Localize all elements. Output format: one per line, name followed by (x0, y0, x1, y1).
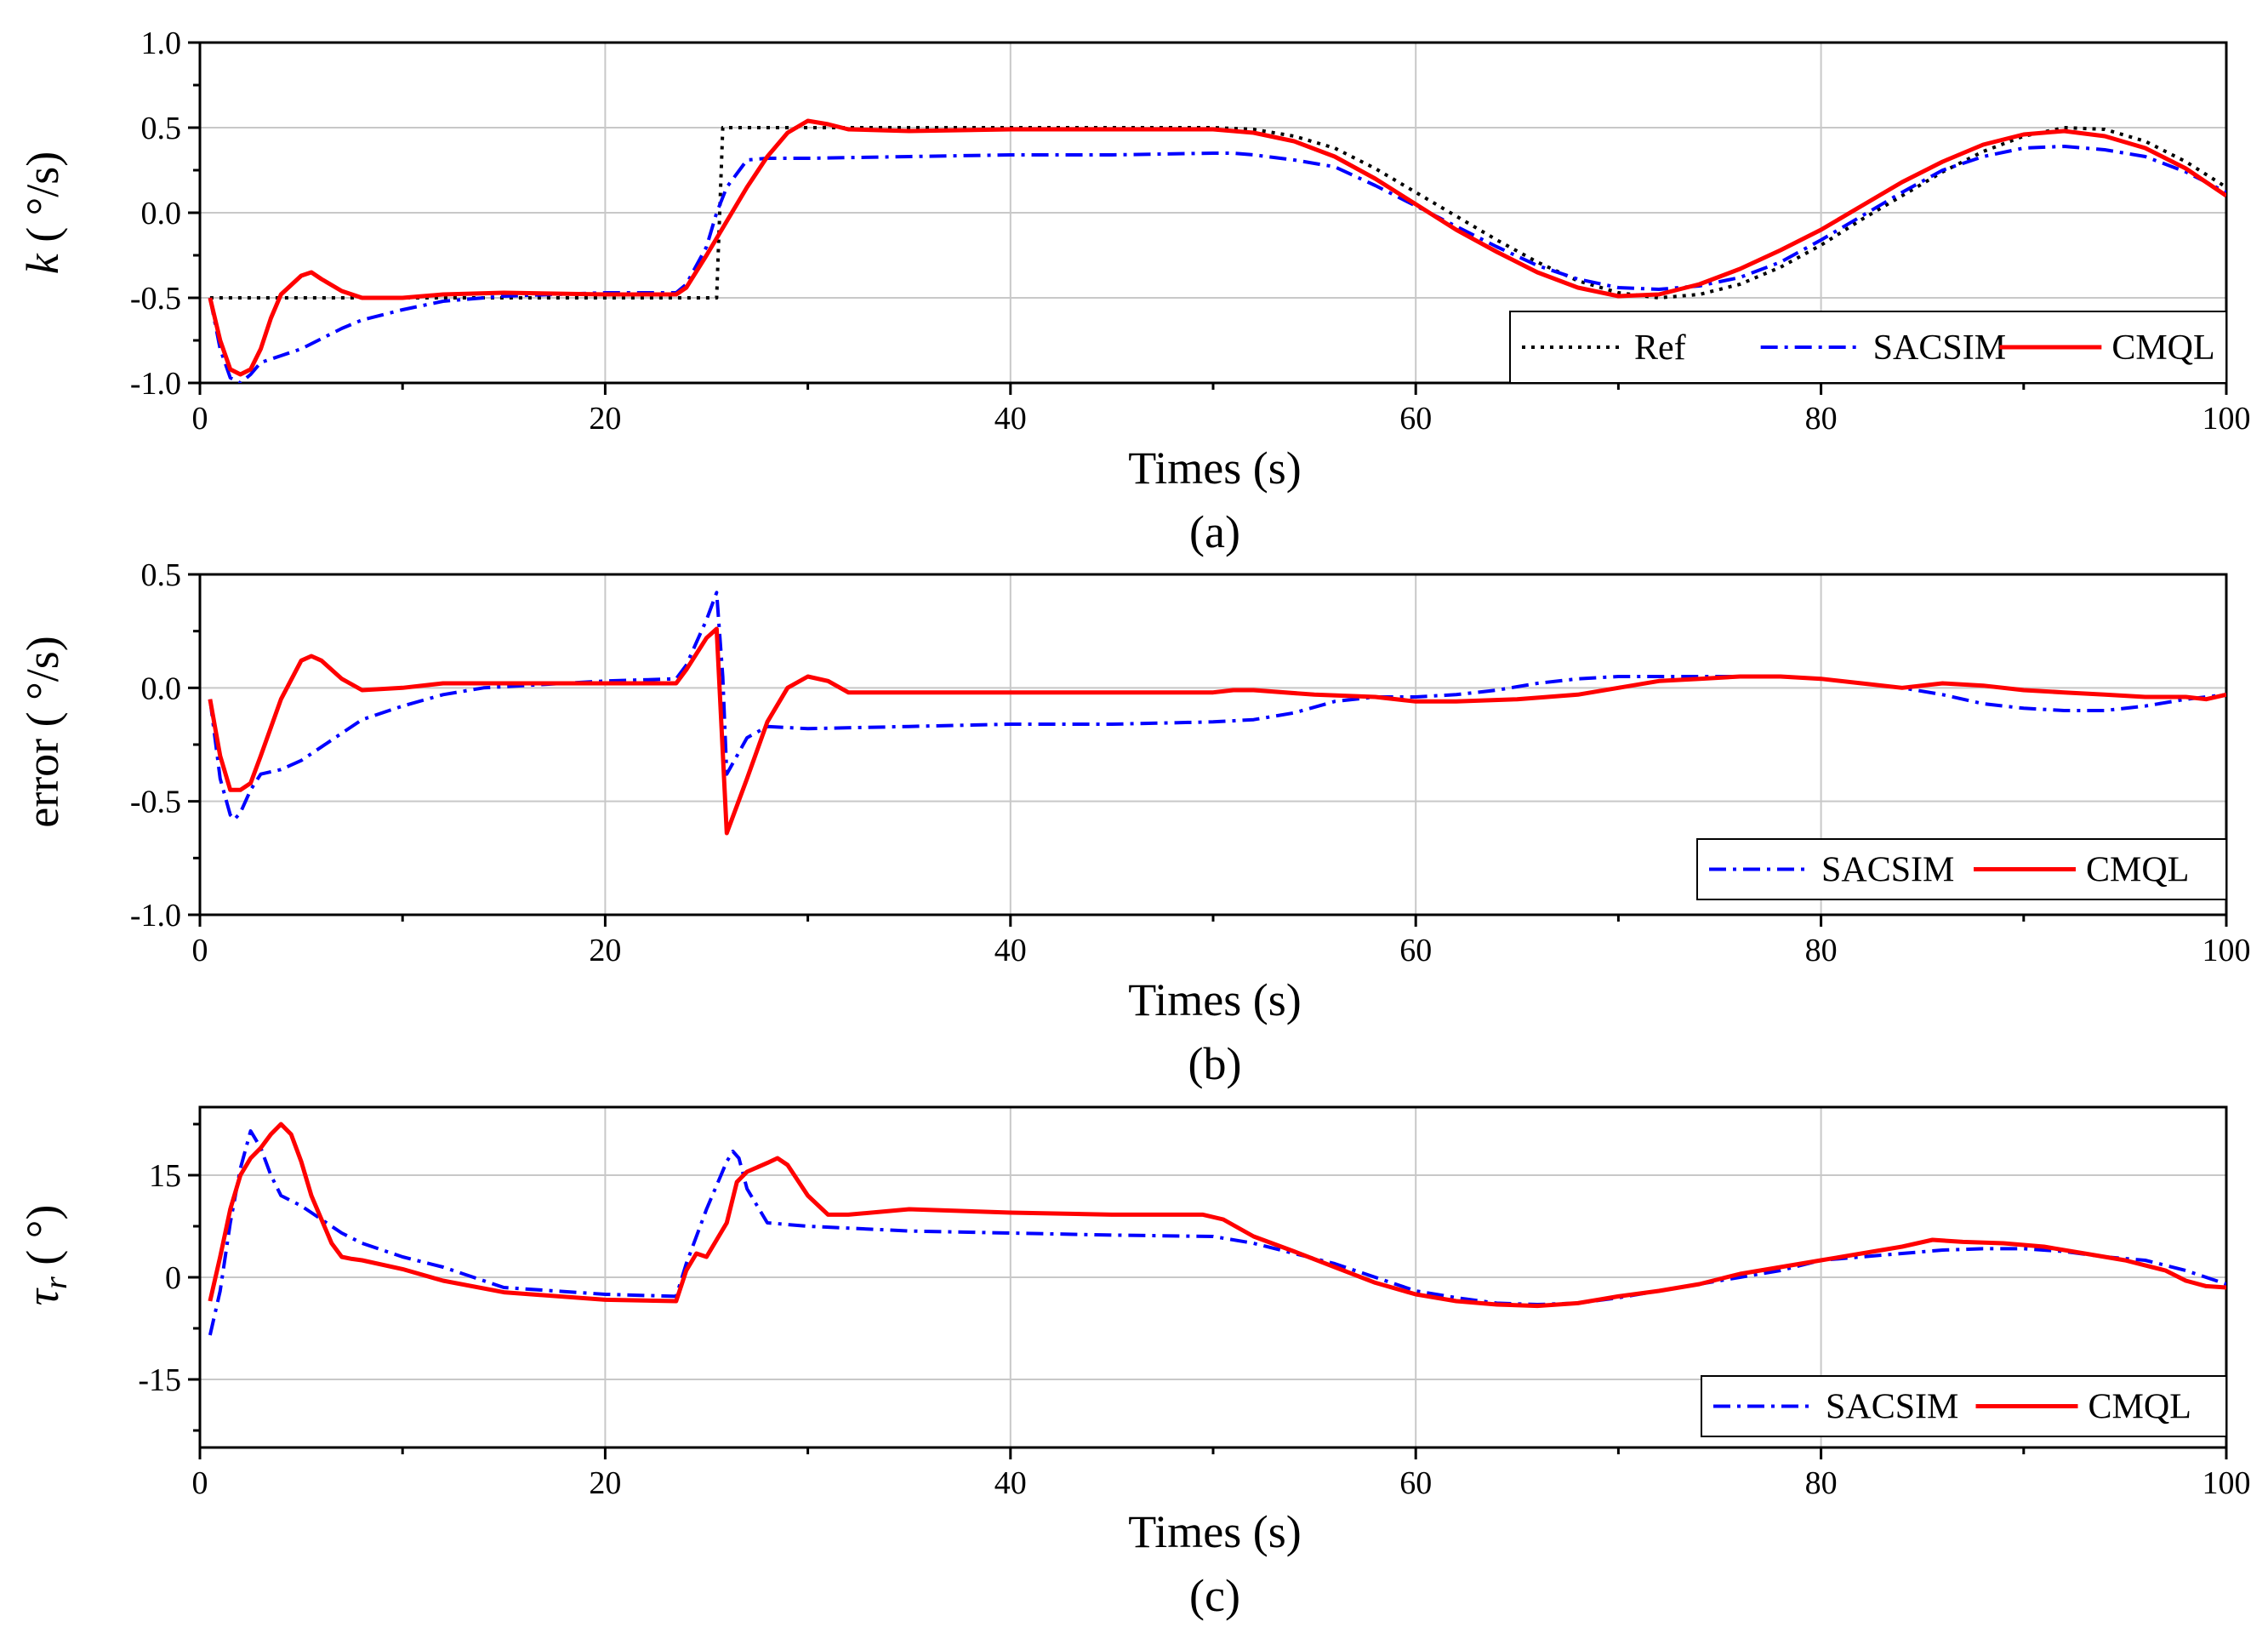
panel-b-y-axis-unit: ( °/s) (17, 636, 68, 739)
panel-a-x-tick-label: 20 (589, 401, 621, 437)
panel-c-x-tick-label: 60 (1399, 1465, 1432, 1501)
legend-label-cmql: CMQL (2111, 328, 2214, 368)
panel-a-x-tick-label: 80 (1805, 401, 1838, 437)
panel-a-y-axis-symbol: k (17, 253, 68, 274)
panel-c-x-tick-label: 0 (192, 1465, 208, 1501)
panel-c-x-axis-title: Times (s) (1128, 1506, 1302, 1557)
panel-c-y-axis-symbol: τ (17, 1288, 68, 1305)
panel-c-series-cmql (208, 1122, 2226, 1309)
panel-a-y-tick-label: -0.5 (130, 281, 181, 317)
panel-c-y-tick-label: 15 (149, 1158, 181, 1194)
legend-label-cmql: CMQL (2086, 851, 2189, 890)
legend-label-ref: Ref (1634, 328, 1686, 368)
panel-c-caption: (c) (1189, 1570, 1240, 1621)
panel-c-y-axis-title: τr ( °) (17, 1205, 74, 1306)
panel-a-y-tick-label: -1.0 (130, 366, 181, 402)
panel-a: (a) Times (s) k ( °/s) 0 20 40 60 80 100 -1.0 -… (17, 26, 2251, 557)
panel-b-x-axis-title: Times (s) (1128, 974, 1302, 1025)
legend-label-sacsim: SACSIM (1826, 1388, 1958, 1427)
panel-c-series-sacsim (208, 1129, 2226, 1336)
panel-a-x-tick-label: 0 (192, 401, 208, 437)
panel-a-series-sacsim (208, 145, 2226, 383)
panel-a-y-axis-title: k ( °/s) (17, 151, 68, 275)
panel-b-x-tick-label: 100 (2202, 933, 2251, 968)
panel-c: (c) Times (s) τr ( °) 0 20 40 60 80 100 -15 0 15… (17, 1105, 2251, 1621)
panel-b-y-axis-word: error (17, 739, 68, 828)
panel-a-y-tick-label: 0.5 (141, 111, 182, 146)
legend-label-cmql: CMQL (2088, 1388, 2191, 1427)
panel-a-y-tick-label: 0.0 (141, 196, 182, 231)
legend-label-sacsim: SACSIM (1873, 328, 2006, 368)
panel-c-legend: SACSIM CMQL (1701, 1375, 2227, 1437)
panel-b-y-axis-title: error ( °/s) (17, 636, 68, 828)
panel-c-x-tick-label: 100 (2202, 1465, 2251, 1501)
panel-b-series-sacsim (208, 591, 2226, 821)
panel-b-series-cmql (208, 626, 2226, 836)
panel-b-legend: SACSIM CMQL (1696, 838, 2227, 900)
panel-b-y-tick-label: 0.0 (141, 671, 182, 706)
panel-a-caption: (a) (1189, 506, 1240, 557)
panel-a-x-axis-title: Times (s) (1128, 443, 1302, 494)
panel-b-y-tick-label: -0.5 (130, 785, 181, 820)
panel-b-y-tick-label: -1.0 (130, 898, 181, 934)
panel-b-caption: (b) (1188, 1038, 1242, 1089)
panel-b-y-tick-label: 0.5 (141, 557, 182, 593)
panel-c-y-tick-label: 0 (165, 1260, 181, 1296)
panel-c-x-tick-label: 40 (994, 1465, 1027, 1501)
panel-c-y-axis-subscript: r (38, 1276, 74, 1289)
panel-a-x-tick-label: 40 (994, 401, 1027, 437)
panel-b-x-tick-label: 60 (1399, 933, 1432, 968)
panel-c-x-tick-label: 80 (1805, 1465, 1838, 1501)
panel-c-y-tick-label: -15 (138, 1362, 181, 1398)
panel-c-y-axis-unit: ( °) (17, 1205, 68, 1277)
panel-a-legend-box (1509, 311, 2227, 384)
panel-b-x-tick-label: 80 (1805, 933, 1838, 968)
panel-a-legend: Ref SACSIM CMQL (1509, 311, 2227, 384)
panel-a-y-axis-unit: ( °/s) (17, 151, 68, 254)
panel-b-x-tick-label: 0 (192, 933, 208, 968)
panel-b-x-tick-label: 20 (589, 933, 621, 968)
panel-a-x-tick-label: 100 (2202, 401, 2251, 437)
panel-a-series-cmql (208, 118, 2226, 377)
panel-b-x-tick-label: 40 (994, 933, 1027, 968)
panel-a-x-tick-label: 60 (1399, 401, 1432, 437)
panel-c-x-tick-label: 20 (589, 1465, 621, 1501)
panel-a-y-tick-label: 1.0 (141, 26, 182, 61)
legend-label-sacsim: SACSIM (1821, 851, 1954, 890)
panel-b: (b) Times (s) error ( °/s) 0 20 40 60 80 100 -… (17, 557, 2251, 1089)
